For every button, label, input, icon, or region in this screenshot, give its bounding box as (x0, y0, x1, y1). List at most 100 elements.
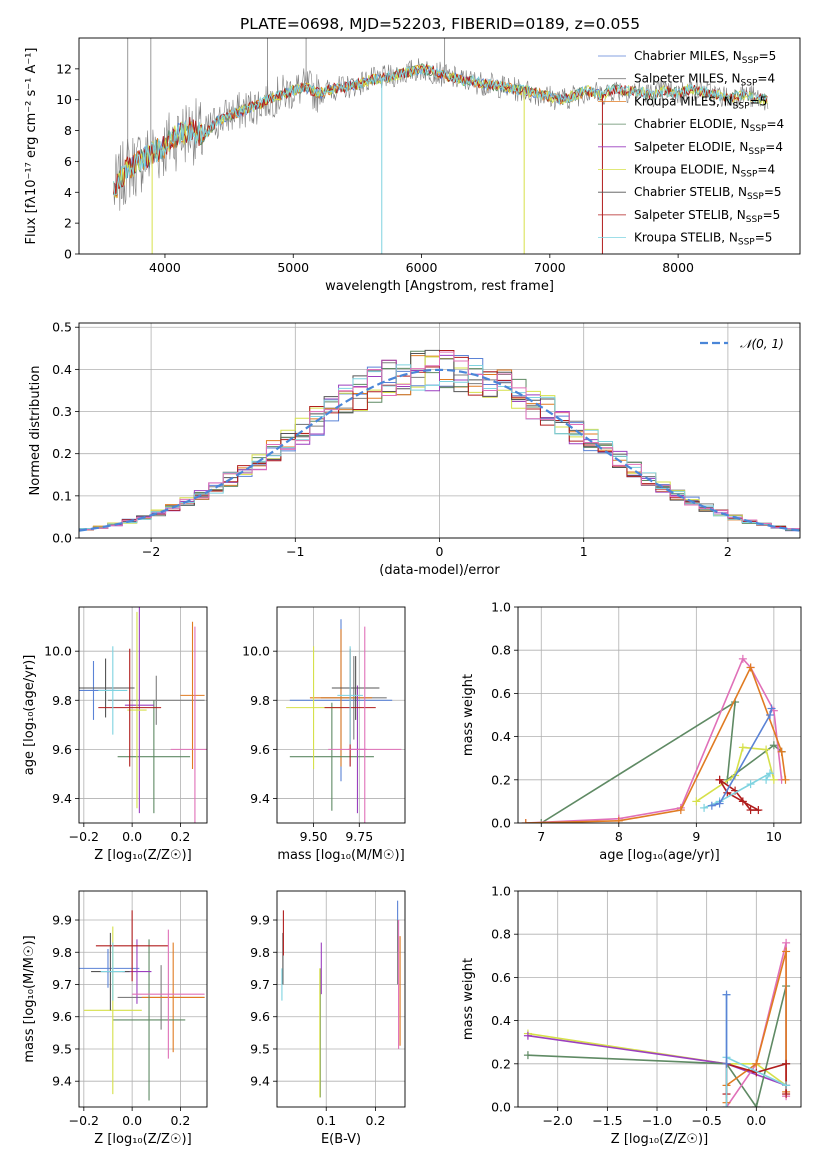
x-tick-label: 7 (537, 829, 545, 844)
x-tick-label: 0.0 (122, 1113, 142, 1128)
mass-weight-line (711, 708, 773, 807)
y-tick-label: 9.6 (52, 742, 72, 757)
x-tick-label: 10 (766, 829, 782, 844)
legend-label: Kroupa STELIB, NSSP=5 (634, 231, 772, 248)
y-tick-label: 9.8 (250, 693, 270, 708)
x-tick-label: −2 (142, 544, 160, 559)
legend-label: Chabrier MILES, NSSP=5 (634, 49, 776, 66)
y-tick-label: 0.6 (491, 686, 511, 701)
axes-frame (517, 606, 802, 824)
y-tick-label: 8 (64, 123, 72, 138)
y-tick-label: 9.5 (250, 1041, 270, 1056)
x-tick-label: 1 (580, 544, 588, 559)
mass-weight-vs-age-panel: 7 8 9 10 0.0 0.2 0.4 0.6 0.8 1.0 age [log₁₀(age/yr… (461, 600, 802, 863)
legend-label: Salpeter MILES, NSSP=4 (634, 72, 775, 89)
y-tick-label: 1.0 (491, 884, 511, 899)
age-vs-mass-panel: 9.50 9.75 9.4 9.6 9.8 10.0 mass [log₁₀(M/M☉)] (242, 606, 406, 863)
y-tick-label: 9.4 (52, 1074, 72, 1089)
axes-frame (78, 606, 208, 824)
x-axis-label: wavelength [Angstrom, rest frame] (325, 279, 554, 294)
plot-area (79, 607, 207, 823)
x-tick-label: 0.1 (316, 1113, 336, 1128)
y-tick-label: 6 (64, 154, 72, 169)
plot-area (521, 654, 790, 823)
x-axis-label: age [log₁₀(age/yr)] (599, 848, 720, 863)
plot-area (79, 349, 800, 533)
legend-label: Chabrier STELIB, NSSP=5 (634, 185, 782, 202)
y-tick-label: 9.4 (250, 1074, 270, 1089)
legend-label: Kroupa MILES, NSSP=5 (634, 94, 767, 111)
x-tick-label: 0 (436, 544, 444, 559)
x-tick-label: 9.75 (345, 829, 373, 844)
y-tick-label: 0.4 (491, 1013, 511, 1028)
x-tick-label: 0.0 (746, 1113, 766, 1128)
x-axis-label: E(B-V) (321, 1132, 361, 1147)
y-tick-label: 4 (64, 185, 72, 200)
figure-title: PLATE=0698, MJD=52203, FIBERID=0189, z=0… (240, 15, 640, 33)
y-tick-label: 2 (64, 216, 72, 231)
legend-label: 𝒩(0, 1) (740, 337, 784, 351)
x-tick-label: −0.2 (69, 1113, 99, 1128)
axes-frame (517, 890, 802, 1108)
plot-area (523, 938, 791, 1107)
axes-frame (276, 606, 406, 824)
y-tick-label: 0.0 (491, 816, 511, 831)
x-tick-label: 9.50 (300, 829, 328, 844)
y-tick-label: 9.7 (250, 977, 270, 992)
x-tick-label: −1.0 (642, 1113, 672, 1128)
y-tick-label: 0.6 (491, 970, 511, 985)
y-tick-label: 9.4 (52, 791, 72, 806)
y-axis-label: Normed distribution (28, 366, 43, 496)
y-axis-label: mass weight (461, 674, 476, 756)
y-axis-label: mass [log₁₀(M/M☉)] (22, 935, 37, 1062)
mass-weight-line (525, 665, 787, 823)
age-vs-metallicity-panel: −0.2 0.0 0.2 9.4 9.6 9.8 10.0 Z [log₁₀(Z/Z☉)] ag… (22, 606, 208, 863)
x-tick-label: −1.5 (592, 1113, 622, 1128)
plot-area (79, 910, 205, 1101)
x-tick-label: 0.0 (122, 829, 142, 844)
plot-area (113, 38, 769, 254)
y-axis-label: Flux [fλ10⁻¹⁷ erg cm⁻² s⁻¹ A⁻¹] (24, 48, 39, 245)
y-tick-label: 10.0 (242, 644, 270, 659)
y-tick-label: 9.6 (250, 742, 270, 757)
histogram-step (79, 351, 800, 532)
mass-weight-vs-metallicity-panel: −2.0 −1.5 −1.0 −0.5 0.0 0.0 0.2 0.4 0.6 0.8 1.0 Z [… (461, 884, 802, 1147)
y-tick-label: 0.8 (491, 643, 511, 658)
y-tick-label: 9.9 (250, 913, 270, 928)
x-axis-label: Z [log₁₀(Z/Z☉)] (94, 848, 191, 863)
y-tick-label: 0.4 (491, 729, 511, 744)
x-tick-label: 0.2 (366, 1113, 386, 1128)
spectrum-panel: 4000 5000 6000 7000 8000 0 2 4 6 8 10 12 wavelength … (24, 37, 801, 294)
x-tick-label: 8000 (662, 260, 694, 275)
x-axis-label: Z [log₁₀(Z/Z☉)] (94, 1132, 191, 1147)
y-tick-label: 9.8 (52, 693, 72, 708)
legend-label: Chabrier ELODIE, NSSP=4 (634, 117, 784, 134)
y-tick-label: 9.4 (250, 791, 270, 806)
y-tick-label: 9.6 (52, 1009, 72, 1024)
y-axis-label: age [log₁₀(age/yr)] (22, 655, 37, 776)
mass-vs-extinction-panel: 0.1 0.2 9.4 9.5 9.6 9.7 9.8 9.9 E(B-V) (250, 890, 406, 1147)
y-tick-label: 1.0 (491, 600, 511, 615)
x-tick-label: 2 (724, 544, 732, 559)
x-tick-label: 5000 (277, 260, 309, 275)
y-tick-label: 0.0 (52, 531, 72, 546)
x-tick-label: 9 (692, 829, 700, 844)
x-tick-label: 4000 (149, 260, 181, 275)
y-tick-label: 0.4 (52, 362, 72, 377)
x-tick-label: 6000 (406, 260, 438, 275)
residual-histogram-panel: −2 −1 0 1 2 0.0 0.1 0.2 0.3 0.4 0.5 (data-model)/er… (28, 320, 801, 578)
x-tick-label: −1 (286, 544, 304, 559)
y-tick-label: 0.8 (491, 927, 511, 942)
y-tick-label: 10.0 (44, 644, 72, 659)
y-tick-label: 0.3 (52, 404, 72, 419)
x-tick-label: 8 (615, 829, 623, 844)
y-tick-label: 10 (56, 92, 72, 107)
observed-spectrum (113, 58, 769, 211)
y-tick-label: 9.7 (52, 977, 72, 992)
y-tick-label: 9.8 (52, 945, 72, 960)
legend-label: Kroupa ELODIE, NSSP=4 (634, 163, 775, 180)
y-tick-label: 9.5 (52, 1041, 72, 1056)
axes-frame (78, 322, 801, 539)
x-tick-label: 0.2 (170, 829, 190, 844)
